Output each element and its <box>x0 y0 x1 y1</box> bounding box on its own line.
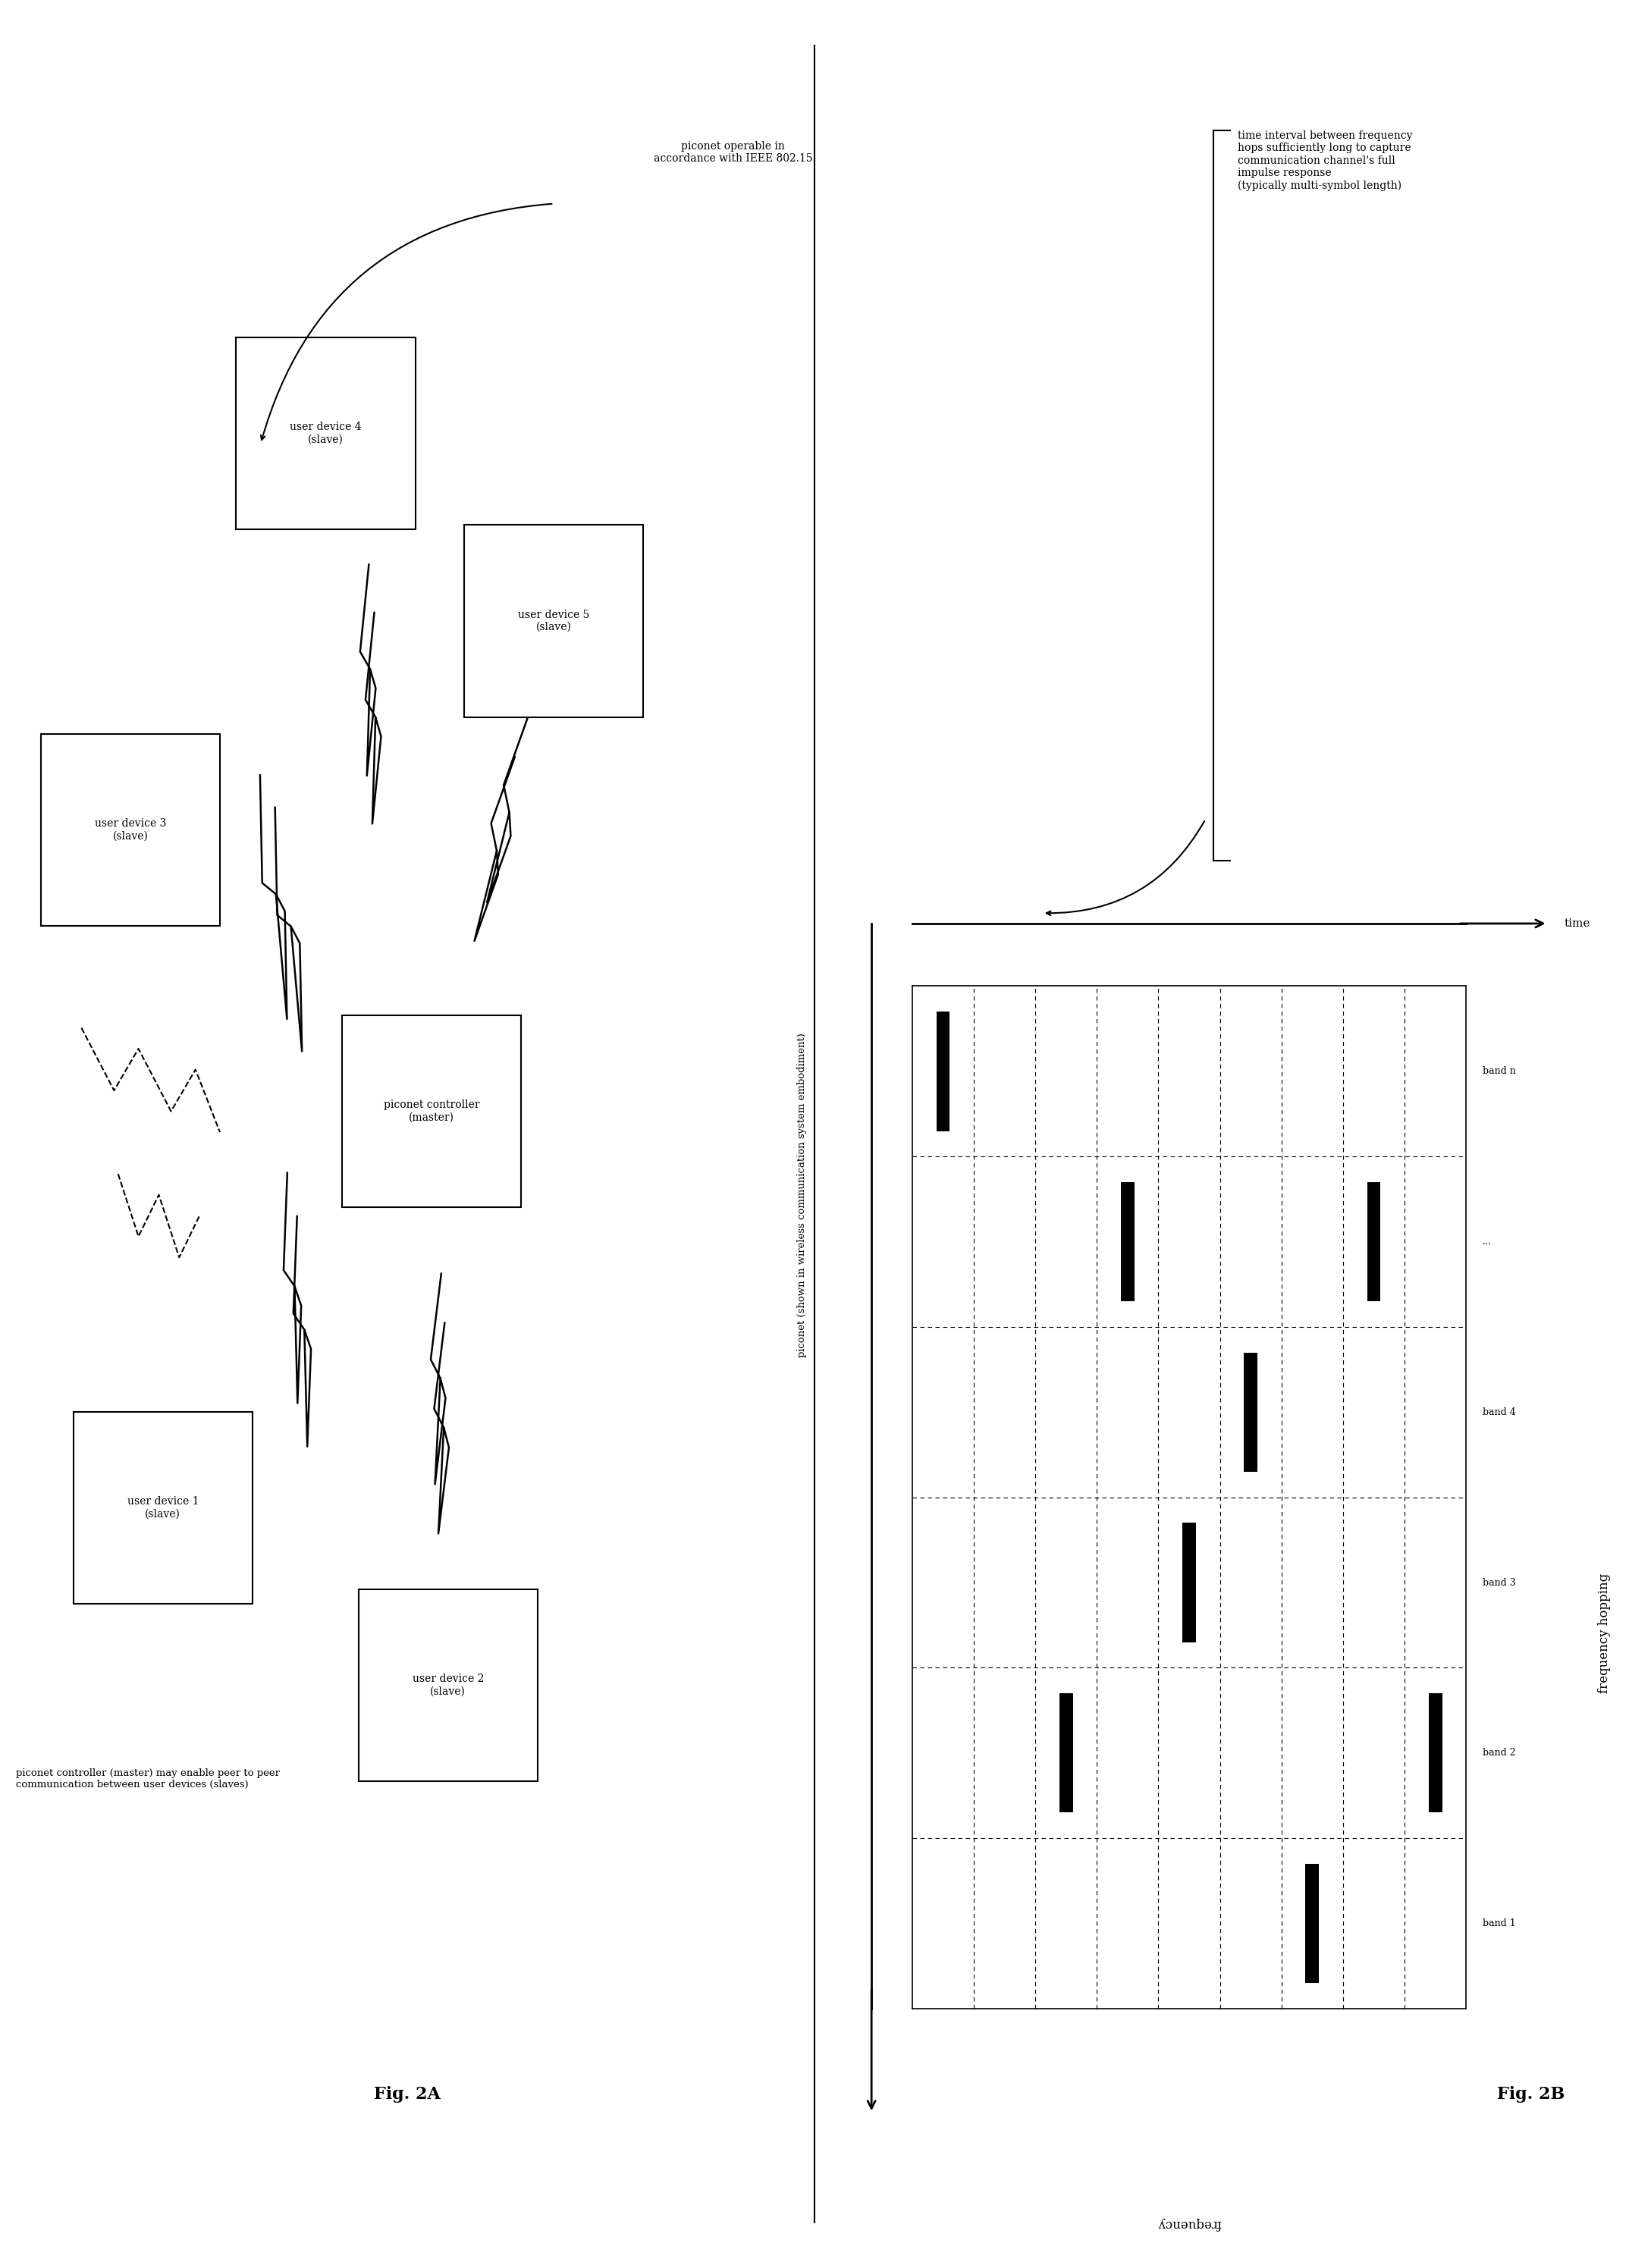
Text: piconet (shown in wireless communication system embodiment): piconet (shown in wireless communication… <box>797 1032 808 1356</box>
Text: ...: ... <box>1482 1236 1491 1247</box>
Text: user device 5
(slave): user device 5 (slave) <box>518 610 590 633</box>
Text: user device 3
(slave): user device 3 (slave) <box>94 819 166 841</box>
Text: time interval between frequency
hops sufficiently long to capture
communication : time interval between frequency hops suf… <box>1238 132 1412 191</box>
Bar <box>1305 1864 1319 1982</box>
Bar <box>1059 1694 1074 1812</box>
Bar <box>1245 1352 1258 1472</box>
Bar <box>1367 1182 1380 1302</box>
Text: piconet operable in
accordance with IEEE 802.15: piconet operable in accordance with IEEE… <box>653 141 813 163</box>
Text: piconet controller (master) may enable peer to peer
communication between user d: piconet controller (master) may enable p… <box>16 1769 280 1789</box>
Text: Fig. 2A: Fig. 2A <box>375 2087 440 2102</box>
Bar <box>73 1411 252 1603</box>
Text: Fig. 2B: Fig. 2B <box>1497 2087 1565 2102</box>
Bar <box>236 338 415 528</box>
Text: user device 1
(slave): user device 1 (slave) <box>127 1497 199 1520</box>
Text: user device 2
(slave): user device 2 (slave) <box>412 1674 484 1696</box>
Text: band 3: band 3 <box>1482 1579 1515 1588</box>
Text: time: time <box>1564 919 1590 930</box>
Bar <box>464 524 643 717</box>
Text: user device 4
(slave): user device 4 (slave) <box>290 422 362 445</box>
Text: band n: band n <box>1482 1066 1515 1077</box>
Bar <box>342 1016 521 1207</box>
Text: band 2: band 2 <box>1482 1749 1515 1758</box>
Bar <box>1429 1694 1442 1812</box>
Text: frequency: frequency <box>1157 2218 1222 2229</box>
Bar <box>1183 1522 1196 1642</box>
Text: frequency hopping: frequency hopping <box>1598 1574 1611 1692</box>
Bar <box>41 733 220 925</box>
Bar <box>1121 1182 1134 1302</box>
Text: piconet controller
(master): piconet controller (master) <box>384 1100 479 1123</box>
Text: band 1: band 1 <box>1482 1919 1515 1928</box>
Bar <box>358 1590 538 1780</box>
Bar <box>937 1012 950 1132</box>
Text: band 4: band 4 <box>1482 1406 1515 1418</box>
